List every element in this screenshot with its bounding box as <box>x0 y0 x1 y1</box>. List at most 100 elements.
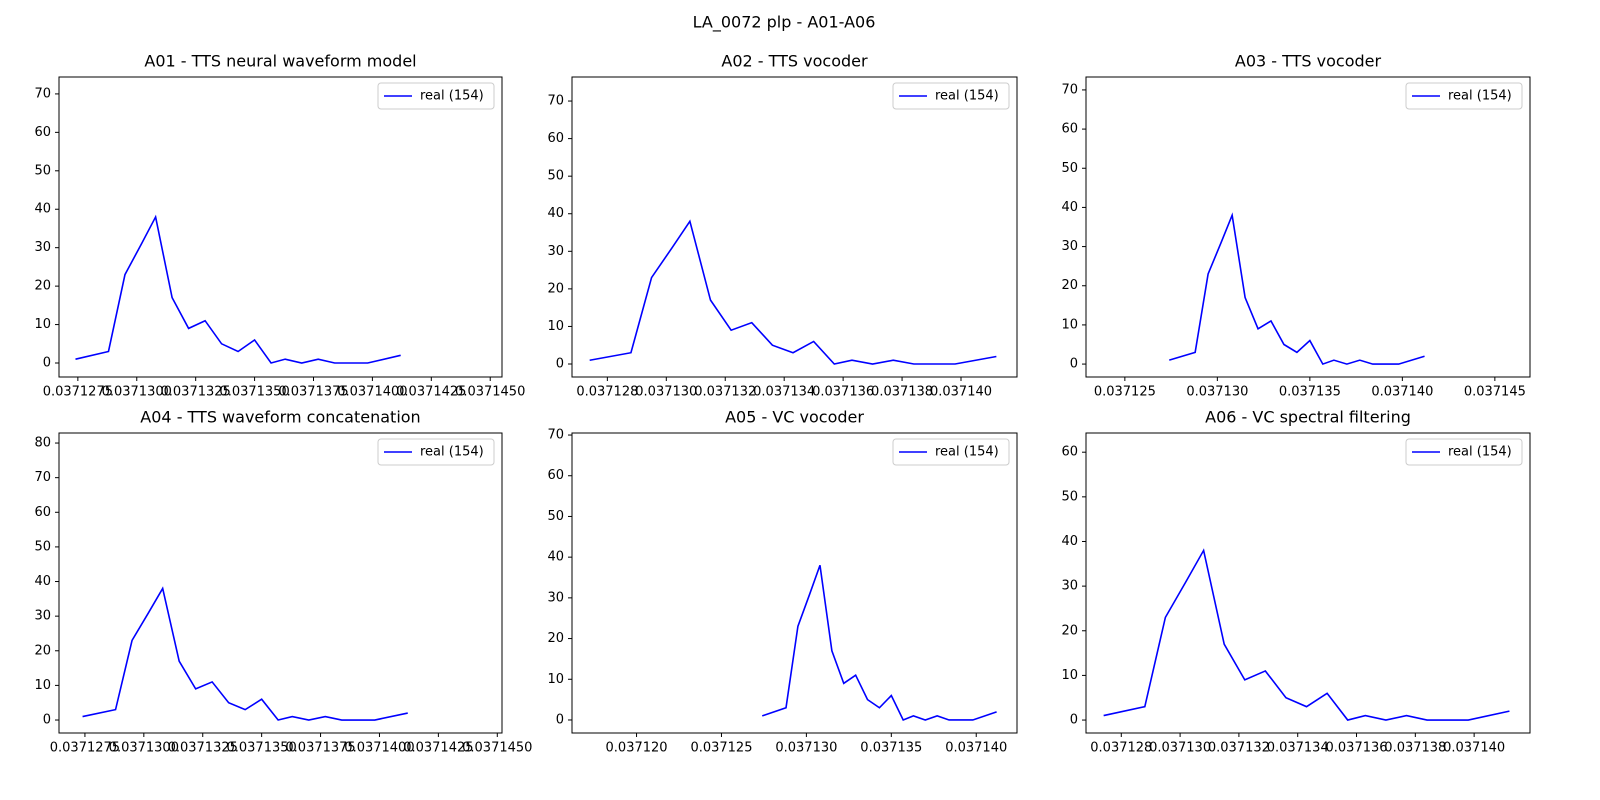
legend-label: real (154) <box>1448 89 1512 104</box>
x-tick-label: 0.037120 <box>606 741 668 756</box>
axes-frame <box>1085 76 1531 378</box>
y-tick-label: 60 <box>1061 445 1078 460</box>
axes-frame <box>58 76 503 378</box>
legend-label: real (154) <box>420 89 484 104</box>
y-tick-label: 30 <box>1061 579 1078 594</box>
x-tick-label: 0.0371325 <box>168 741 238 756</box>
data-line <box>761 565 997 721</box>
y-tick-label: 50 <box>1061 489 1078 504</box>
y-tick-label: 0 <box>43 713 51 728</box>
x-tick-label: 0.0371425 <box>396 385 466 400</box>
y-tick-label: 50 <box>34 163 51 178</box>
x-tick-label: 0.037138 <box>1384 741 1446 756</box>
chart-title: A03 - TTS vocoder <box>1235 52 1382 71</box>
data-line <box>1169 212 1425 366</box>
x-tick-label: 0.037125 <box>1094 385 1156 400</box>
legend-label: real (154) <box>935 89 999 104</box>
x-tick-label: 0.0371300 <box>109 741 179 756</box>
y-tick-label: 50 <box>547 169 564 184</box>
y-tick-label: 80 <box>34 436 51 451</box>
y-tick-label: 30 <box>547 590 564 605</box>
y-tick-label: 70 <box>34 470 51 485</box>
y-tick-label: 10 <box>1061 668 1078 683</box>
chart-title: A06 - VC spectral filtering <box>1205 408 1411 427</box>
x-tick-label: 0.037128 <box>1090 741 1152 756</box>
legend-box <box>892 438 1010 466</box>
y-tick-label: 60 <box>1061 122 1078 137</box>
y-tick-label: 40 <box>1061 200 1078 215</box>
y-tick-label: 20 <box>547 631 564 646</box>
x-tick-label: 0.037140 <box>945 741 1007 756</box>
x-tick-label: 0.0371425 <box>403 741 473 756</box>
x-tick-label: 0.0371325 <box>161 385 231 400</box>
y-tick-label: 50 <box>547 509 564 524</box>
axes-frame <box>571 76 1018 378</box>
y-tick-label: 70 <box>34 86 51 101</box>
x-tick-label: 0.0371400 <box>337 385 407 400</box>
legend-label: real (154) <box>1448 445 1512 460</box>
legend-box <box>892 82 1010 110</box>
y-tick-label: 70 <box>1061 82 1078 97</box>
y-tick-label: 0 <box>43 356 51 371</box>
x-tick-label: 0.037136 <box>1326 741 1388 756</box>
y-tick-label: 30 <box>547 244 564 259</box>
y-tick-label: 40 <box>34 202 51 217</box>
x-tick-label: 0.0371350 <box>226 741 296 756</box>
x-tick-label: 0.0371275 <box>50 741 120 756</box>
y-tick-label: 0 <box>1070 357 1078 372</box>
legend-box <box>1405 438 1523 466</box>
x-tick-label: 0.037128 <box>576 385 638 400</box>
chart-title: A05 - VC vocoder <box>725 408 864 427</box>
x-tick-label: 0.0371375 <box>285 741 355 756</box>
y-tick-label: 60 <box>547 468 564 483</box>
x-tick-label: 0.0371350 <box>219 385 289 400</box>
y-tick-label: 10 <box>34 317 51 332</box>
data-line <box>589 219 997 365</box>
y-tick-label: 40 <box>547 550 564 565</box>
x-tick-label: 0.0371450 <box>462 741 532 756</box>
y-tick-label: 70 <box>547 94 564 109</box>
x-tick-label: 0.037130 <box>635 385 697 400</box>
y-tick-label: 20 <box>1061 623 1078 638</box>
y-tick-label: 20 <box>1061 278 1078 293</box>
x-tick-label: 0.037145 <box>1464 385 1526 400</box>
legend-label: real (154) <box>935 445 999 460</box>
legend-box <box>1405 82 1523 110</box>
y-tick-label: 20 <box>547 281 564 296</box>
chart-title: A04 - TTS waveform concatenation <box>140 408 420 427</box>
y-tick-label: 0 <box>1070 713 1078 728</box>
x-tick-label: 0.037140 <box>930 385 992 400</box>
x-tick-label: 0.037130 <box>775 741 837 756</box>
figure-title: LA_0072 plp - A01-A06 <box>693 13 876 33</box>
x-tick-label: 0.0371375 <box>278 385 348 400</box>
data-line <box>75 214 401 364</box>
axes-frame <box>571 432 1018 734</box>
legend-label: real (154) <box>420 445 484 460</box>
x-tick-label: 0.037140 <box>1443 741 1505 756</box>
y-tick-label: 0 <box>556 712 564 727</box>
legend-box <box>377 438 495 466</box>
x-tick-label: 0.037140 <box>1371 385 1433 400</box>
x-tick-label: 0.037138 <box>871 385 933 400</box>
y-tick-label: 20 <box>34 643 51 658</box>
chart-title: A02 - TTS vocoder <box>721 52 868 71</box>
y-tick-label: 30 <box>34 609 51 624</box>
x-tick-label: 0.0371300 <box>102 385 172 400</box>
x-tick-label: 0.037130 <box>1186 385 1248 400</box>
y-tick-label: 40 <box>34 574 51 589</box>
y-tick-label: 20 <box>34 279 51 294</box>
data-line <box>82 586 408 721</box>
legend-box <box>377 82 495 110</box>
axes-frame <box>58 432 503 734</box>
x-tick-label: 0.037132 <box>694 385 756 400</box>
x-tick-label: 0.0371450 <box>455 385 525 400</box>
x-tick-label: 0.037135 <box>860 741 922 756</box>
y-tick-label: 40 <box>547 206 564 221</box>
y-tick-label: 60 <box>34 505 51 520</box>
x-tick-label: 0.037130 <box>1149 741 1211 756</box>
y-tick-label: 10 <box>547 672 564 687</box>
y-tick-label: 10 <box>1061 317 1078 332</box>
y-tick-label: 70 <box>547 428 564 443</box>
